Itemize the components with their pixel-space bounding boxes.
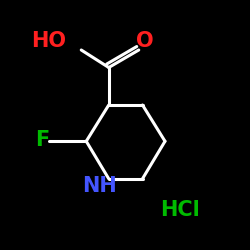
Text: O: O xyxy=(136,31,154,51)
Text: NH: NH xyxy=(82,176,117,196)
Text: F: F xyxy=(36,130,50,150)
Text: HCl: HCl xyxy=(160,200,200,220)
Text: HO: HO xyxy=(31,31,66,51)
